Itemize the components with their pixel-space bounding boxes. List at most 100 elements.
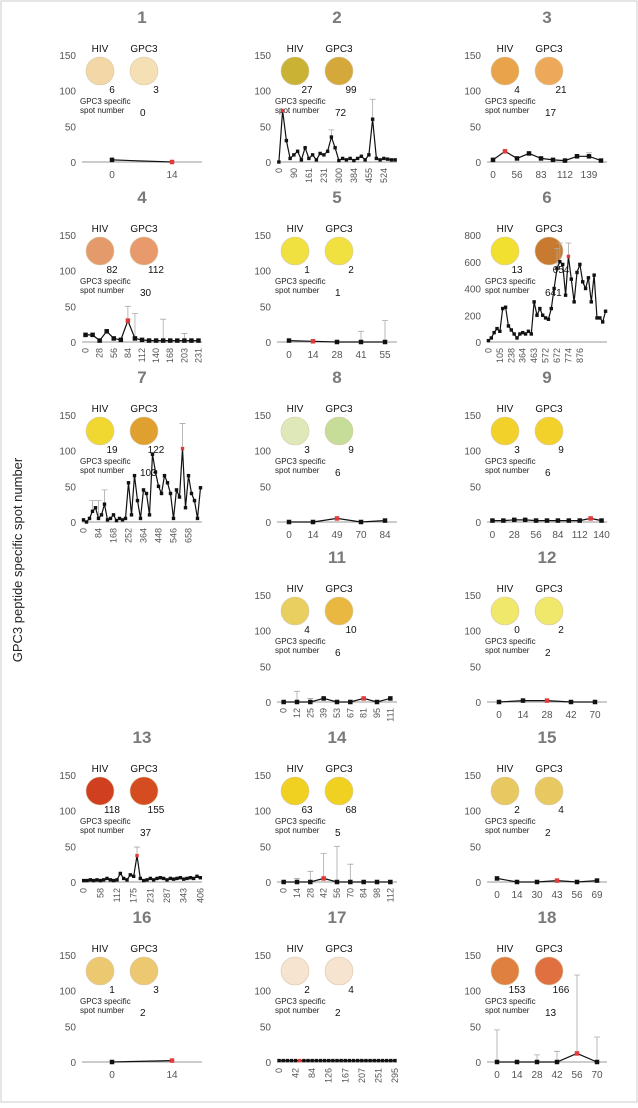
y-tick-label: 100 <box>59 447 76 458</box>
y-tick-label: 150 <box>254 591 271 602</box>
spot-label: GPC3 specific <box>80 277 131 286</box>
x-tick-label: 14 <box>511 890 523 901</box>
x-tick-label: 84 <box>359 888 369 898</box>
data-point <box>144 491 149 496</box>
data-point <box>385 157 390 161</box>
y-tick-label: 50 <box>65 842 77 853</box>
well <box>490 596 520 626</box>
well-count: 68 <box>345 805 357 816</box>
data-point <box>512 332 516 336</box>
well-label: HIV <box>92 944 109 955</box>
x-tick-label: 448 <box>154 528 164 543</box>
y-tick-label: 100 <box>59 267 76 278</box>
x-tick-label: 0 <box>494 890 500 901</box>
data-point <box>486 338 491 343</box>
x-tick-label: 0 <box>279 708 289 713</box>
data-point <box>151 878 156 882</box>
data-point <box>318 1058 323 1063</box>
well-label: HIV <box>287 584 304 595</box>
data-point <box>586 154 592 159</box>
chart-title: 17 <box>328 908 347 927</box>
x-tick-label: 56 <box>531 530 543 541</box>
well-label: GPC3 <box>130 44 158 55</box>
data-point <box>575 270 579 275</box>
data-point <box>577 518 582 523</box>
data-point <box>526 151 532 156</box>
data-point <box>310 519 316 525</box>
y-tick-label: 0 <box>475 518 481 529</box>
well-count: 13 <box>511 265 523 276</box>
chart-title: 12 <box>538 548 557 567</box>
well-label: GPC3 <box>535 44 563 55</box>
x-tick-label: 406 <box>195 888 205 903</box>
data-point <box>574 154 580 159</box>
data-point <box>95 878 99 882</box>
data-point <box>562 158 568 163</box>
data-point <box>280 108 285 113</box>
data-point <box>376 1058 381 1063</box>
data-point <box>329 135 334 139</box>
data-point <box>126 481 131 485</box>
data-point <box>361 879 366 885</box>
data-point <box>501 518 506 523</box>
y-tick-label: 150 <box>464 771 481 782</box>
spot-label: spot number <box>80 106 125 115</box>
well-count: 21 <box>555 85 567 96</box>
data-point <box>294 879 300 885</box>
well-label: HIV <box>497 764 514 775</box>
data-point <box>561 262 565 267</box>
data-point <box>541 313 545 317</box>
data-point <box>334 699 340 705</box>
data-point <box>138 876 143 881</box>
data-point <box>180 446 185 451</box>
well-label: GPC3 <box>325 764 353 775</box>
error-bar <box>131 313 138 339</box>
data-point <box>288 156 292 161</box>
data-point <box>490 157 496 163</box>
data-point <box>554 878 560 883</box>
spot-label: GPC3 specific <box>275 277 326 286</box>
data-point <box>334 516 340 521</box>
data-point <box>101 878 106 882</box>
y-tick-label: 800 <box>464 231 481 242</box>
y-tick-label: 100 <box>464 87 481 98</box>
data-point <box>572 300 576 304</box>
data-point <box>85 878 89 883</box>
spot-label: spot number <box>275 826 320 835</box>
error-bar <box>382 320 388 342</box>
x-tick-label: 42 <box>291 1068 301 1078</box>
y-tick-label: 100 <box>254 87 271 98</box>
y-tick-label: 150 <box>464 951 481 962</box>
x-tick-label: 0 <box>286 530 292 541</box>
data-point <box>132 336 138 341</box>
x-tick-label: 111 <box>385 708 395 722</box>
x-tick-label: 14 <box>517 710 529 721</box>
well <box>280 596 310 626</box>
data-point <box>348 156 352 161</box>
well <box>324 776 354 806</box>
x-tick-label: 0 <box>109 1070 115 1081</box>
well-count: 4 <box>514 85 520 96</box>
x-tick-label: 252 <box>124 528 134 543</box>
spot-label: spot number <box>80 286 125 295</box>
well-count: 27 <box>301 85 313 96</box>
well-label: HIV <box>497 224 514 235</box>
x-tick-label: 70 <box>591 1070 603 1081</box>
data-point <box>120 518 125 522</box>
error-bar <box>574 974 580 1054</box>
data-point <box>543 316 548 320</box>
well-count: 3 <box>153 85 159 96</box>
data-point <box>115 878 119 882</box>
well <box>324 416 354 446</box>
x-tick-label: 56 <box>511 170 523 181</box>
x-tick-label: 84 <box>123 348 133 358</box>
data-point <box>555 518 561 523</box>
data-point <box>277 160 281 164</box>
well-label: GPC3 <box>535 764 563 775</box>
data-point <box>111 336 117 341</box>
data-line <box>83 448 202 523</box>
well <box>490 416 520 446</box>
x-tick-label: 43 <box>551 890 563 901</box>
data-point <box>306 1058 310 1063</box>
data-point <box>355 1058 360 1063</box>
